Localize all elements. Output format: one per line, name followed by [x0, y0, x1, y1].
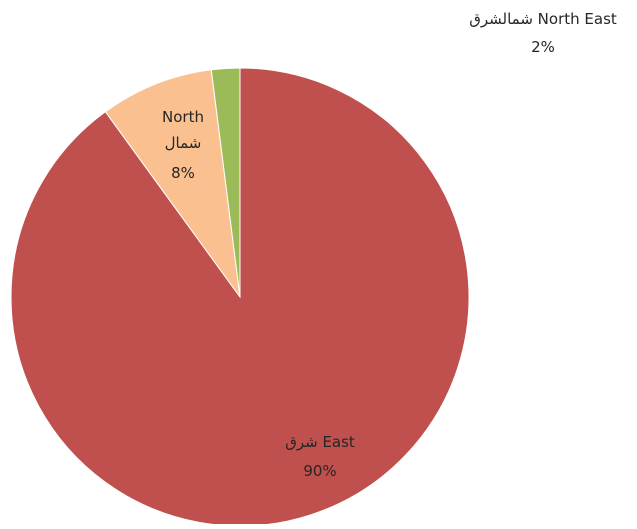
pie-slice-north-east: [210, 67, 241, 298]
slice-name-label: شمال: [165, 134, 202, 152]
slice-name-label: شرق East: [285, 433, 355, 451]
pie-slices: [10, 67, 470, 527]
slice-name-label: شمالشرق North East: [469, 10, 617, 28]
slice-percent-label: 90%: [303, 462, 336, 480]
slice-name-label: North: [162, 108, 204, 126]
pie-slice-north: [104, 69, 241, 298]
data-label-north: North شمال 8%: [162, 108, 204, 182]
pie-data-labels: شرق East 90% North شمال 8% شمالشرق North East…: [162, 10, 617, 480]
data-label-east: شرق East 90%: [285, 433, 355, 480]
slice-percent-label: 8%: [171, 164, 195, 182]
data-label-north-east: شمالشرق North East 2%: [469, 10, 617, 56]
slice-percent-label: 2%: [531, 38, 555, 56]
